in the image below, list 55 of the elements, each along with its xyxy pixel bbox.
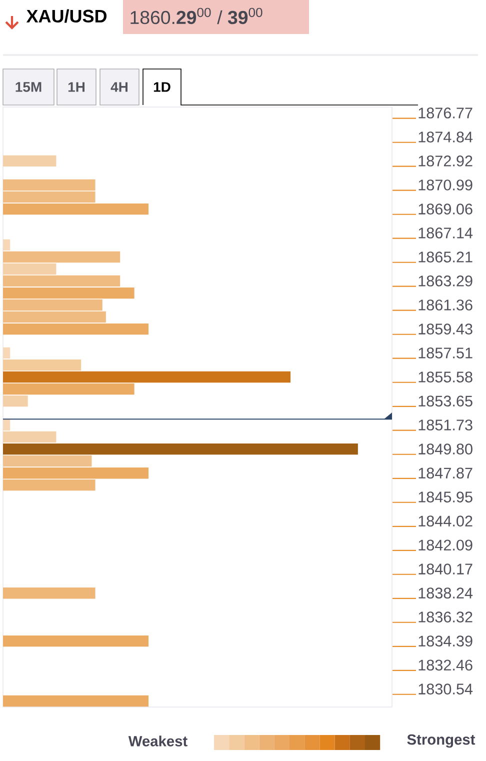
bar: [3, 383, 134, 395]
text: Strongest: [407, 734, 476, 748]
y-tick-label: 1830.54: [418, 684, 473, 694]
y-tick-label: 1832.46: [418, 660, 472, 671]
bar: [3, 588, 96, 599]
y-tick-label: 1861.36: [418, 300, 472, 310]
y-tick-label: 1867.14: [418, 228, 473, 238]
bar: [3, 203, 149, 215]
bar: [3, 635, 149, 647]
chart-subtitle: 1860.29$^{00}$ / 39$^{00}$: [130, 8, 262, 24]
bar: [3, 395, 28, 407]
y-tick-label: 1838.24: [418, 588, 473, 599]
y-tick-label: 1842.09: [418, 540, 472, 551]
text: Weakest: [128, 736, 188, 746]
bar: [3, 455, 92, 467]
y-tick-label: 1869.06: [418, 204, 472, 214]
text: 15M: [16, 82, 42, 92]
bar: [3, 419, 10, 431]
y-tick-label: 1874.84: [418, 132, 473, 142]
y-tick-label: 1849.80: [418, 444, 472, 454]
bar: [3, 443, 358, 455]
y-tick-label: 1865.21: [418, 252, 472, 262]
bar: [3, 275, 120, 287]
y-tick-label: 1836.32: [418, 612, 472, 622]
bar: [3, 468, 149, 479]
y-tick-label: 1872.92: [418, 156, 472, 166]
bar: [3, 695, 149, 707]
bar: [3, 251, 120, 263]
y-tick-label: 1855.58: [418, 372, 472, 382]
y-tick-label: 1834.39: [418, 636, 472, 647]
bar: [3, 323, 149, 335]
bar: [3, 359, 82, 371]
bar: [3, 263, 56, 275]
y-tick-label: 1876.77: [418, 108, 472, 118]
bar: [3, 431, 56, 443]
text: 4H: [110, 82, 128, 92]
y-tick-label: 1870.99: [418, 180, 472, 190]
y-tick-label: 1863.29: [418, 276, 472, 286]
y-tick-label: 1845.95: [418, 492, 472, 502]
bar: [3, 347, 10, 359]
y-tick-label: 1851.73: [418, 420, 472, 430]
bar: [3, 479, 96, 491]
bar: [3, 155, 56, 167]
chart-title: XAU/USD: [26, 9, 107, 23]
text: 1D: [154, 82, 170, 92]
y-tick-label: 1859.43: [418, 324, 472, 334]
y-tick-label: 1857.51: [418, 348, 472, 358]
y-tick-label: 1847.87: [418, 468, 472, 479]
text: 1H: [68, 82, 84, 92]
y-tick-label: 1840.17: [418, 564, 472, 574]
bar: [3, 239, 10, 251]
bar: [3, 287, 134, 299]
bar: [3, 371, 290, 383]
y-tick-label: 1853.65: [418, 396, 472, 407]
y-tick-label: 1844.02: [418, 516, 472, 527]
